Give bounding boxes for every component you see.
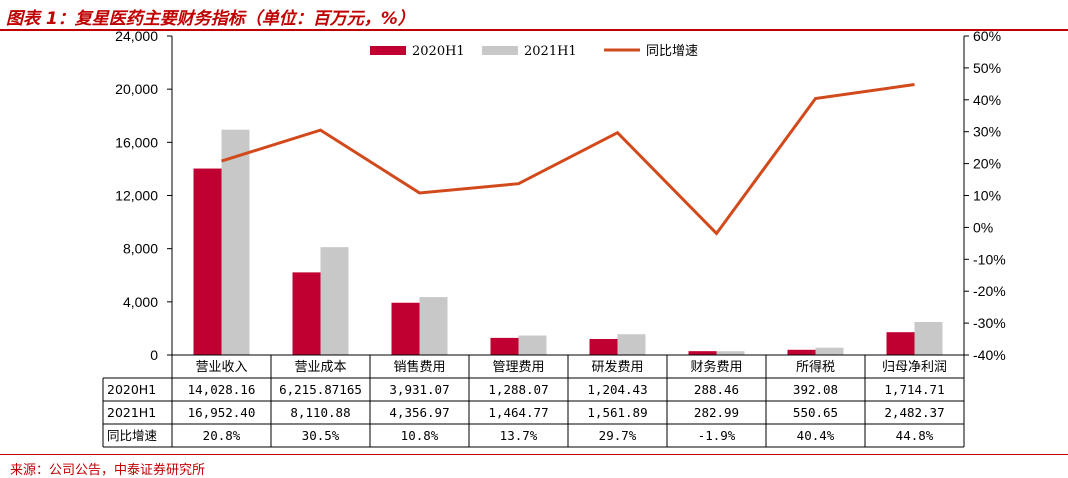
source-note: 来源：公司公告，中泰证券研究所: [10, 463, 206, 478]
table-row-header: 2021H1: [107, 405, 156, 420]
y-tick-label: 8,000: [123, 241, 158, 257]
y-tick-label: 16,000: [115, 134, 158, 150]
table-cell: 1,714.71: [884, 382, 944, 397]
table-cell: 30.5%: [302, 428, 340, 443]
bar-2020h1-1: [292, 272, 321, 355]
category-label: 管理费用: [492, 360, 544, 375]
table-cell: 1,561.89: [587, 405, 647, 420]
table-cell: 3,931.07: [389, 382, 449, 397]
bar-2021h1-0: [221, 129, 250, 355]
legend-swatch-2021h1: [482, 46, 518, 55]
category-label: 研发费用: [591, 359, 643, 375]
growth-line: [221, 83, 915, 236]
bar-2021h1-2: [419, 297, 448, 355]
y2-tick-label: 0%: [973, 219, 993, 235]
category-label: 归母净利润: [882, 360, 947, 375]
table-cell: 4,356.97: [389, 405, 449, 420]
table-cell: 392.08: [793, 382, 838, 397]
y2-tick-label: -20%: [973, 283, 1006, 299]
table-cell: 8,110.88: [290, 405, 350, 420]
table-cell: 40.4%: [797, 428, 835, 443]
y2-tick-label: 60%: [973, 28, 1001, 44]
y2-tick-label: 40%: [973, 92, 1001, 108]
table-cell: 13.7%: [500, 428, 538, 443]
legend-label-growth: 同比增速: [646, 44, 698, 59]
table-cell: -1.9%: [698, 428, 736, 443]
table-cell: 282.99: [694, 405, 739, 420]
category-label: 销售费用: [393, 359, 445, 375]
table-row-header: 2020H1: [107, 382, 156, 397]
y-tick-label: 24,000: [115, 28, 158, 44]
bar-2020h1-5: [688, 351, 717, 355]
table-cell: 16,952.40: [188, 405, 256, 420]
table-cell: 1,204.43: [587, 382, 647, 397]
bar-2021h1-5: [716, 351, 745, 355]
category-label: 财务费用: [690, 359, 742, 375]
y2-tick-label: 30%: [973, 124, 1001, 140]
y2-tick-label: 20%: [973, 156, 1001, 172]
title-divider: [0, 29, 1068, 31]
source-divider: [0, 454, 1068, 455]
bar-2020h1-6: [787, 349, 816, 355]
legend-label-2020h1: 2020H1: [412, 44, 465, 59]
y2-tick-label: 50%: [973, 60, 1001, 76]
table-cell: 550.65: [793, 405, 838, 420]
y2-tick-label: 10%: [973, 188, 1001, 204]
category-label: 营业成本: [294, 360, 346, 375]
table-cell: 29.7%: [599, 428, 637, 443]
table-cell: 44.8%: [896, 428, 934, 443]
legend-label-2021h1: 2021H1: [524, 44, 577, 59]
table-cell: 20.8%: [203, 428, 241, 443]
bar-2021h1-4: [617, 334, 646, 355]
table-cell: 6,215.87165: [279, 382, 362, 397]
bar-2021h1-6: [815, 347, 844, 355]
table-cell: 14,028.16: [188, 382, 256, 397]
y-tick-label: 4,000: [123, 294, 158, 310]
table-cell: 288.46: [694, 382, 739, 397]
bar-2021h1-3: [518, 335, 547, 355]
y2-tick-label: -40%: [973, 347, 1006, 363]
bar-2020h1-7: [886, 332, 915, 355]
bar-2021h1-1: [320, 247, 349, 355]
legend-swatch-2020h1: [370, 46, 406, 55]
bar-2020h1-0: [193, 168, 222, 355]
y2-tick-label: -10%: [973, 251, 1006, 267]
table-cell: 1,288.07: [488, 382, 548, 397]
chart-title: 图表 1：复星医药主要财务指标（单位：百万元，%）: [6, 9, 415, 29]
table-row-header: 同比增速: [107, 428, 158, 443]
y-tick-label: 0: [150, 347, 158, 363]
y-tick-label: 20,000: [115, 81, 158, 97]
bar-2020h1-2: [391, 302, 420, 355]
table-cell: 10.8%: [401, 428, 439, 443]
category-label: 营业收入: [195, 360, 247, 375]
category-label: 所得税: [796, 359, 835, 375]
y-tick-label: 12,000: [115, 188, 158, 204]
table-cell: 1,464.77: [488, 405, 548, 420]
y2-tick-label: -30%: [973, 315, 1006, 331]
bar-2021h1-7: [914, 322, 943, 355]
bar-2020h1-3: [490, 337, 519, 355]
table-cell: 2,482.37: [884, 405, 944, 420]
bar-2020h1-4: [589, 338, 618, 355]
